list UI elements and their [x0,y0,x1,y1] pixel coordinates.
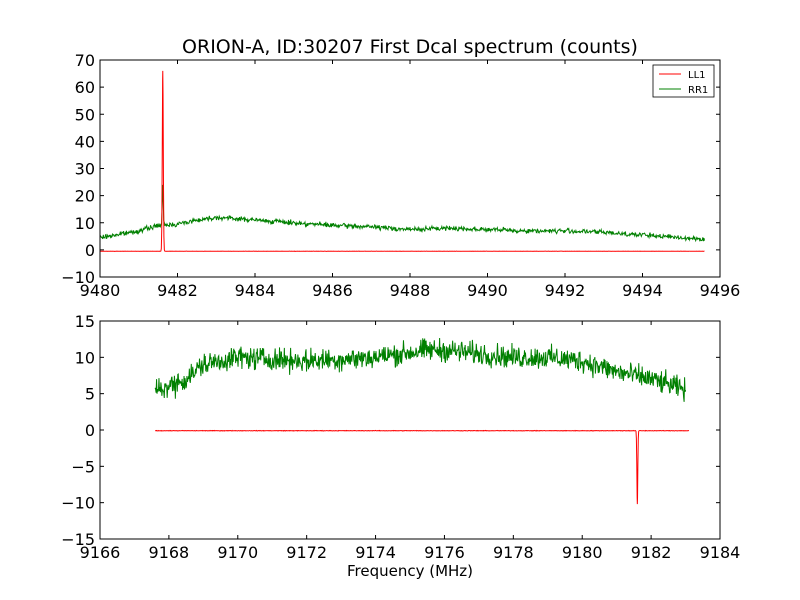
series-line-red [100,70,705,252]
y-tick-label: 5 [85,385,95,404]
x-tick-label: 9184 [700,543,741,562]
y-tick-label: 0 [85,241,95,260]
top-plot-area [100,60,720,277]
y-tick-label: 10 [75,214,95,233]
x-tick-label: 9494 [622,281,663,300]
x-tick-label: 9492 [545,281,586,300]
chart-title: ORION-A, ID:30207 First Dcal spectrum (c… [182,36,638,58]
x-tick-label: 9482 [157,281,198,300]
legend-label-ll1: LL1 [688,70,706,81]
x-tick-label: 9496 [700,281,741,300]
bottom-plot-marks [154,337,690,505]
x-tick-label: 9176 [424,543,465,562]
x-tick-label: 9172 [286,543,327,562]
legend-label-rr1: RR1 [688,85,708,96]
x-tick-label: 9166 [80,543,121,562]
series-line-green [100,184,705,243]
x-axis-label: Frequency (MHz) [347,562,473,580]
y-tick-label: 10 [75,348,95,367]
x-tick-label: 9182 [631,543,672,562]
series-line-green [154,337,687,402]
x-tick-label: 9168 [149,543,190,562]
x-tick-label: 9178 [493,543,534,562]
y-tick-label: 70 [75,51,95,70]
top-subplot: 9480 9482 9484 9486 9488 9490 9492 9494 9496 −10 0… [61,36,740,300]
y-tick-label: 60 [75,78,95,97]
y-tick-label: 0 [85,421,95,440]
x-tick-label: 9174 [355,543,396,562]
series-line-red [155,429,690,505]
y-tick-label: −15 [61,530,95,549]
bottom-subplot: 9166 9168 9170 9172 9174 9176 9178 9180 9182 9184… [61,312,740,580]
y-tick-label: 40 [75,132,95,151]
x-tick-label: 9170 [217,543,258,562]
x-tick-label: 9480 [80,281,121,300]
top-plot-marks [100,70,705,252]
legend-box [652,64,715,98]
y-tick-label: 50 [75,105,95,124]
x-tick-label: 9488 [390,281,431,300]
legend: LL1 RR1 [652,64,715,98]
y-tick-label: −10 [61,494,95,513]
y-tick-label: −5 [71,457,95,476]
y-tick-label: −10 [61,268,95,287]
y-tick-label: 30 [75,160,95,179]
y-tick-label: 20 [75,187,95,206]
y-tick-label: 15 [75,312,95,331]
x-tick-label: 9490 [467,281,508,300]
x-tick-label: 9484 [235,281,276,300]
top-axis-ticks: 9480 9482 9484 9486 9488 9490 9492 9494 9496 −10 0… [61,51,740,300]
x-tick-label: 9180 [562,543,603,562]
bottom-axis-ticks: 9166 9168 9170 9172 9174 9176 9178 9180 9182 9184… [61,312,740,562]
x-tick-label: 9486 [312,281,353,300]
